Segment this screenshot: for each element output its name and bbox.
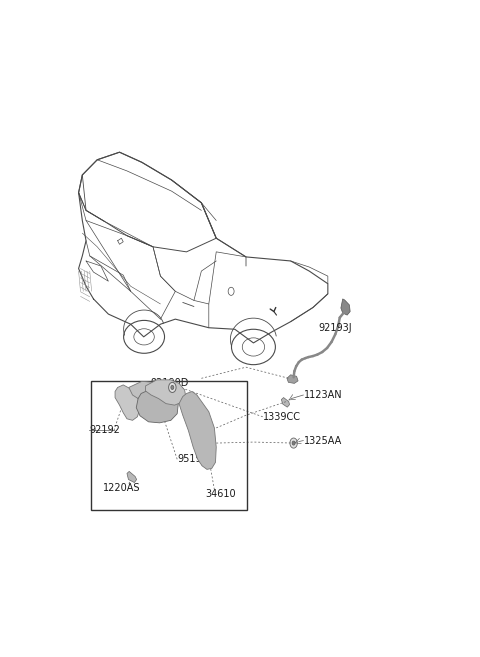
Polygon shape <box>115 385 140 420</box>
Bar <box>91 381 247 510</box>
Text: 1123AN: 1123AN <box>304 390 342 400</box>
Text: 1339CC: 1339CC <box>263 412 301 422</box>
Text: 92190D: 92190D <box>151 378 189 388</box>
Polygon shape <box>281 397 289 407</box>
Text: 1220AS: 1220AS <box>103 483 140 493</box>
Text: 92193J: 92193J <box>319 323 352 332</box>
Polygon shape <box>145 380 186 405</box>
Text: 1325AA: 1325AA <box>304 436 342 445</box>
Text: 92192: 92192 <box>89 426 120 436</box>
Polygon shape <box>136 388 178 423</box>
Text: 95190: 95190 <box>177 454 208 464</box>
Circle shape <box>292 441 295 445</box>
Polygon shape <box>341 299 350 315</box>
Polygon shape <box>129 381 160 399</box>
Circle shape <box>171 386 174 390</box>
Polygon shape <box>127 472 137 482</box>
Circle shape <box>168 382 176 392</box>
Circle shape <box>290 438 297 448</box>
Polygon shape <box>179 392 216 469</box>
Text: 34610: 34610 <box>205 489 236 499</box>
Polygon shape <box>287 374 298 384</box>
